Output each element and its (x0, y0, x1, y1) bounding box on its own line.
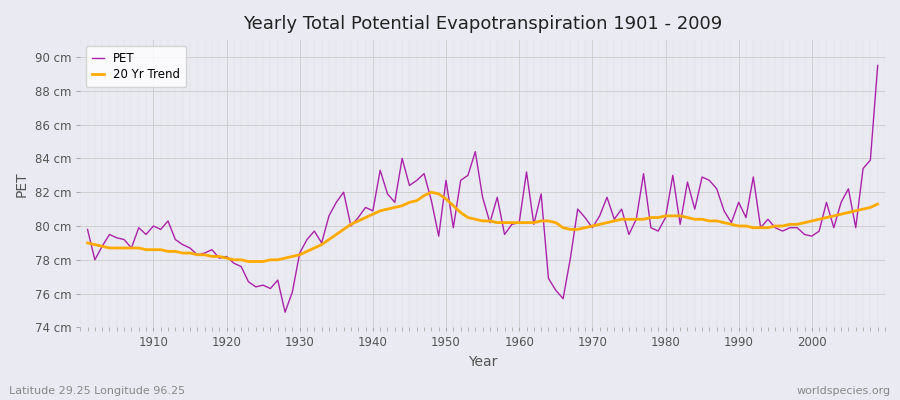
PET (280, 310, 291, 315)
Y-axis label: PET: PET (15, 171, 29, 196)
PET (140, 232, 151, 237)
Text: Latitude 29.25 Longitude 96.25: Latitude 29.25 Longitude 96.25 (9, 386, 185, 396)
Line: PET: PET (87, 66, 878, 312)
Text: worldspecies.org: worldspecies.org (796, 386, 891, 396)
20 Yr Trend (872, 202, 883, 206)
20 Yr Trend (616, 217, 627, 222)
Legend: PET, 20 Yr Trend: PET, 20 Yr Trend (86, 46, 186, 87)
PET (353, 215, 364, 220)
Line: 20 Yr Trend: 20 Yr Trend (87, 192, 878, 262)
PET (872, 63, 883, 68)
20 Yr Trend (426, 190, 436, 195)
PET (514, 220, 525, 225)
20 Yr Trend (82, 240, 93, 245)
X-axis label: Year: Year (468, 355, 498, 369)
20 Yr Trend (521, 220, 532, 225)
PET (82, 227, 93, 232)
PET (309, 229, 320, 234)
20 Yr Trend (528, 220, 539, 225)
PET (609, 217, 620, 222)
Title: Yearly Total Potential Evapotranspiration 1901 - 2009: Yearly Total Potential Evapotranspiratio… (243, 15, 722, 33)
20 Yr Trend (243, 259, 254, 264)
20 Yr Trend (309, 246, 320, 250)
PET (521, 170, 532, 174)
20 Yr Trend (353, 218, 364, 223)
20 Yr Trend (140, 247, 151, 252)
